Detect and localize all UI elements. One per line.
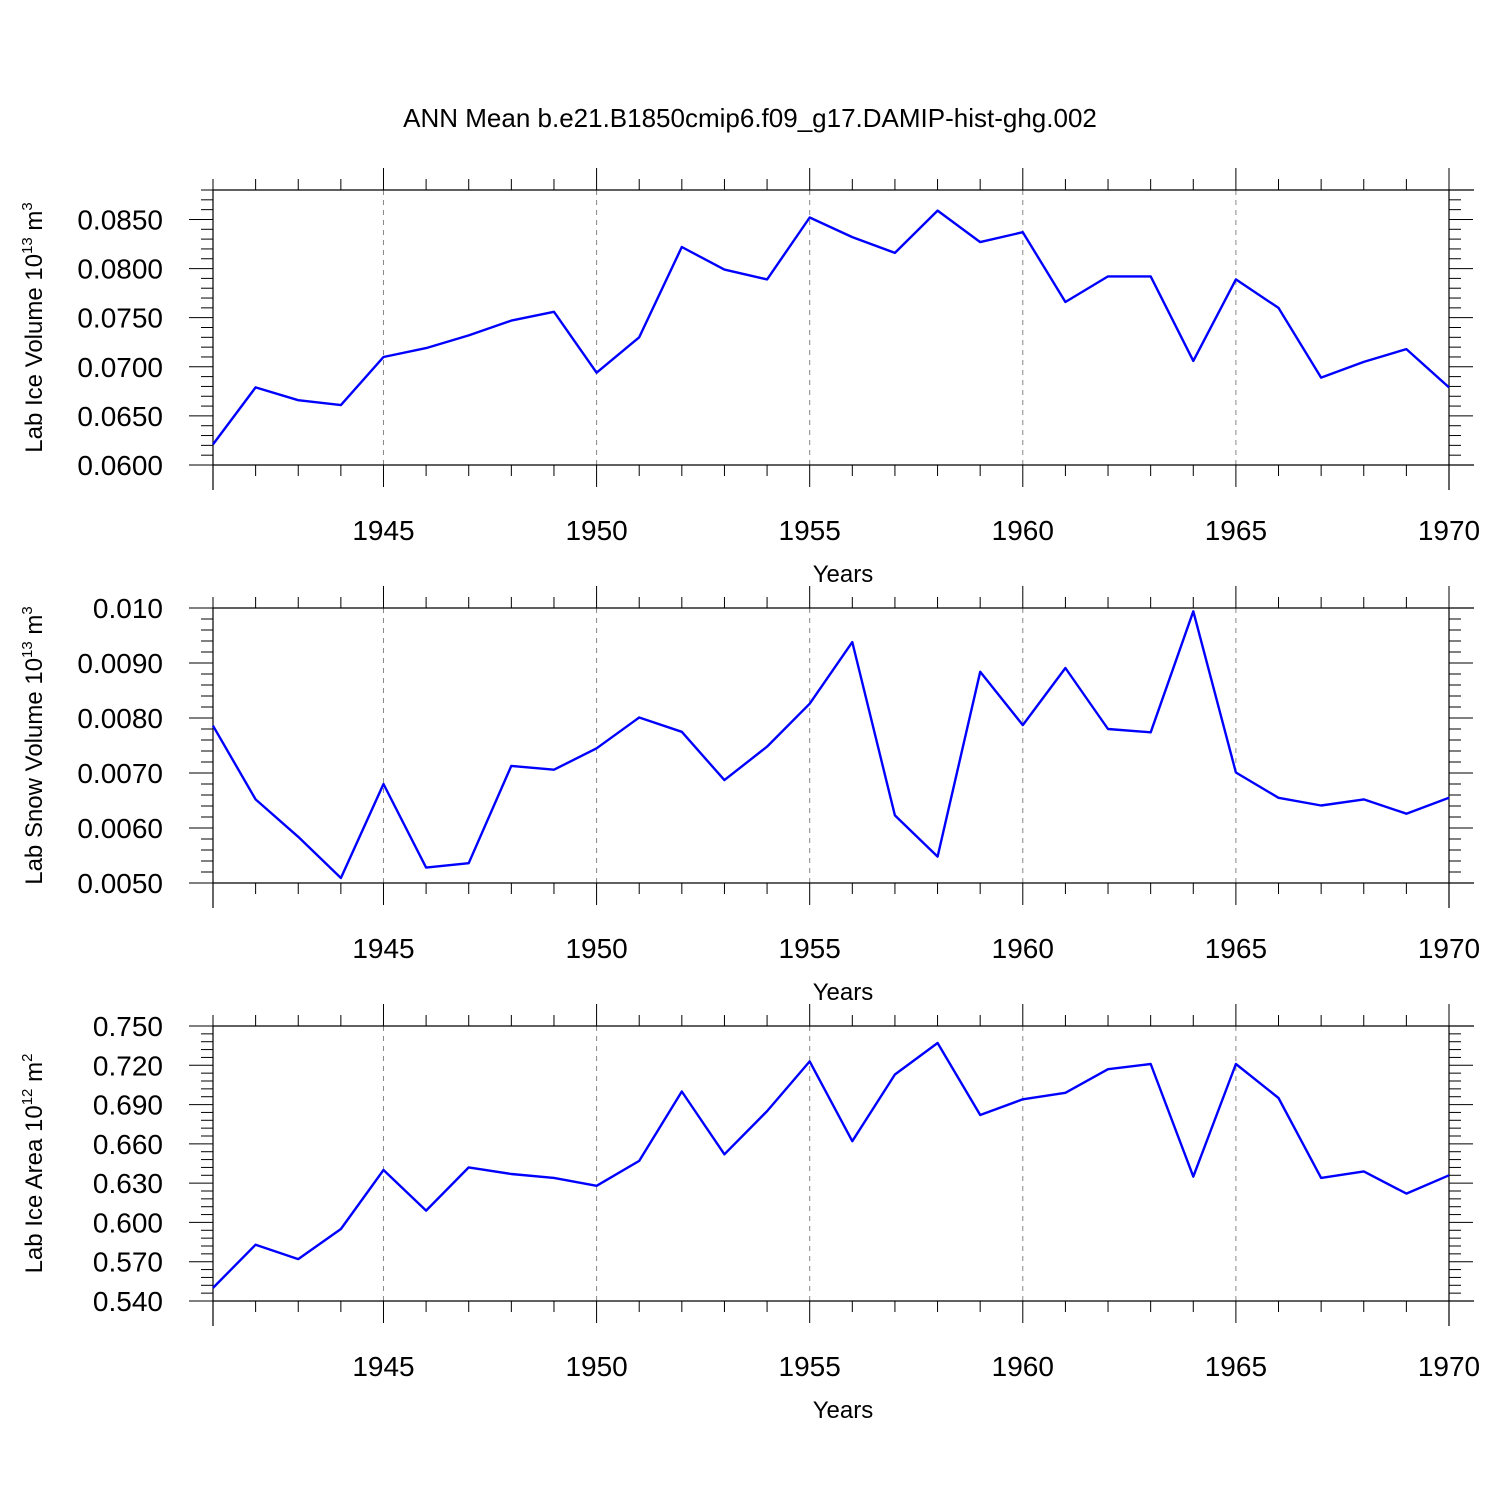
chart-panel-3: 0.540 0.570 0.600 0.630 0.660 0.690 0.720 0.750… xyxy=(19,1004,1480,1424)
y-label-exponent: 13 xyxy=(19,641,36,658)
series-line xyxy=(211,610,1450,880)
series-line xyxy=(212,1041,1450,1289)
x-tick-label: 1955 xyxy=(779,933,841,964)
x-tick-label: 1965 xyxy=(1205,1351,1267,1382)
x-tick-label: 1950 xyxy=(565,933,627,964)
y-label-exponent: 12 xyxy=(19,1089,36,1106)
x-tick-label: 1965 xyxy=(1205,515,1267,546)
x-tick-label: 1950 xyxy=(565,515,627,546)
y-tick-label: 0.720 xyxy=(93,1050,163,1081)
y-label-unit-exponent: 2 xyxy=(19,1054,36,1062)
y-tick-label: 0.0650 xyxy=(77,401,163,432)
chart-panel-1: 0.0600 0.0650 0.0700 0.0750 0.0800 0.0850 1945… xyxy=(19,168,1480,588)
y-tick-label: 0.0080 xyxy=(77,703,163,734)
y-axis-label: Lab Ice Area 1012 m2 xyxy=(19,1054,48,1274)
chart-title: ANN Mean b.e21.B1850cmip6.f09_g17.DAMIP-… xyxy=(403,103,1097,133)
x-tick-label: 1960 xyxy=(992,1351,1054,1382)
x-tick-label: 1970 xyxy=(1418,933,1480,964)
y-label-unit-exponent: 3 xyxy=(19,202,36,210)
x-axis-label: Years xyxy=(813,561,874,588)
y-label-text: Lab Ice Volume 10 xyxy=(21,254,48,453)
y-label-text: Lab Snow Volume 10 xyxy=(21,658,48,885)
x-tick-label: 1945 xyxy=(352,933,414,964)
y-tick-label: 0.0060 xyxy=(77,813,163,844)
x-tick-label: 1970 xyxy=(1418,515,1480,546)
y-tick-label: 0.0750 xyxy=(77,303,163,334)
y-tick-label: 0.0600 xyxy=(77,450,163,481)
chart-panel-2: 0.0050 0.0060 0.0070 0.0080 0.0090 0.010 1945 1… xyxy=(19,586,1480,1006)
x-tick-label: 1955 xyxy=(779,1351,841,1382)
y-tick-label: 0.0850 xyxy=(77,204,163,235)
y-tick-label: 0.010 xyxy=(93,593,163,624)
y-axis-label: Lab Ice Volume 1013 m3 xyxy=(19,202,48,453)
y-label-unit: m xyxy=(21,1062,48,1089)
y-label-exponent: 13 xyxy=(19,237,36,254)
y-tick-label: 0.0700 xyxy=(77,352,163,383)
y-label-unit-exponent: 3 xyxy=(19,606,36,614)
y-tick-label: 0.750 xyxy=(93,1011,163,1042)
y-tick-label: 0.630 xyxy=(93,1168,163,1199)
x-axis-label: Years xyxy=(813,979,874,1006)
x-tick-label: 1970 xyxy=(1418,1351,1480,1382)
x-tick-label: 1945 xyxy=(352,1351,414,1382)
y-axis-label: Lab Snow Volume 1013 m3 xyxy=(19,606,48,885)
y-tick-label: 0.600 xyxy=(93,1207,163,1238)
x-tick-label: 1960 xyxy=(992,933,1054,964)
y-tick-label: 0.0800 xyxy=(77,254,163,285)
y-tick-label: 0.0050 xyxy=(77,868,163,899)
y-label-unit: m xyxy=(21,615,48,642)
y-tick-label: 0.540 xyxy=(93,1286,163,1317)
y-tick-label: 0.660 xyxy=(93,1129,163,1160)
y-tick-label: 0.0090 xyxy=(77,648,163,679)
x-tick-label: 1965 xyxy=(1205,933,1267,964)
y-tick-label: 0.570 xyxy=(93,1247,163,1278)
series-line xyxy=(212,209,1450,446)
x-tick-label: 1960 xyxy=(992,515,1054,546)
x-axis-label: Years xyxy=(813,1397,874,1424)
y-label-unit: m xyxy=(21,211,48,238)
y-tick-label: 0.0070 xyxy=(77,758,163,789)
x-tick-label: 1955 xyxy=(779,515,841,546)
y-label-text: Lab Ice Area 10 xyxy=(21,1105,48,1273)
x-tick-label: 1945 xyxy=(352,515,414,546)
y-tick-label: 0.690 xyxy=(93,1090,163,1121)
x-tick-label: 1950 xyxy=(565,1351,627,1382)
